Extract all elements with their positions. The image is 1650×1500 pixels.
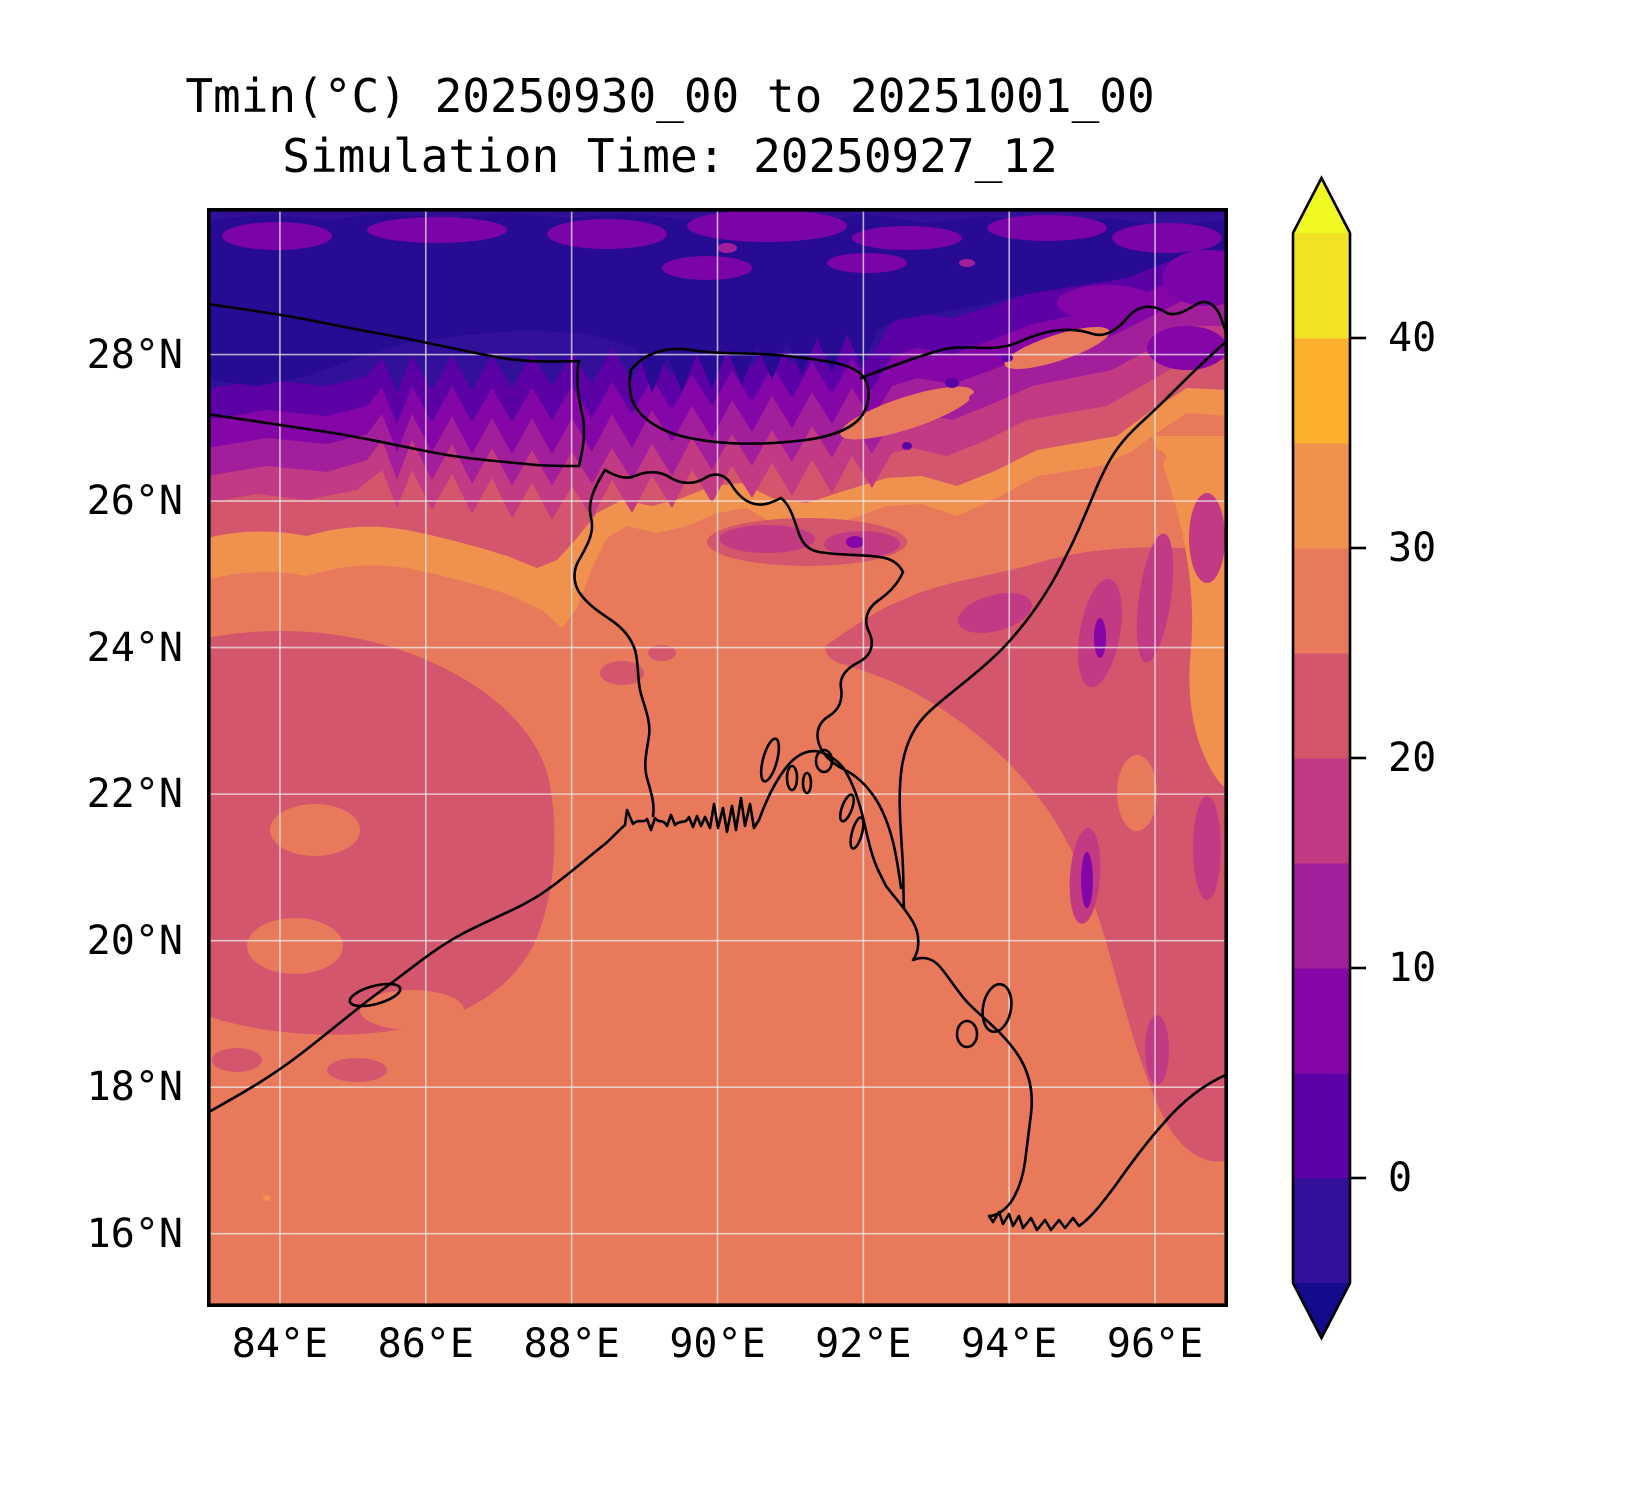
colorbar-segment [1293,338,1350,444]
colorbar-segment [1293,968,1350,1074]
plot-frame [207,208,1228,1307]
colorbar-segment [1293,233,1350,339]
coastlines-and-borders [207,300,1228,1232]
y-tick-label: 24°N [86,624,183,671]
colorbar-over-arrow [1293,178,1350,233]
colorbar-outline [1291,175,1352,1341]
west-interior-region [207,631,676,1201]
bhutan-border [628,347,871,445]
map-plot-area [207,208,1228,1307]
x-tick-label: 90°E [669,1321,766,1367]
colorbar-segment [1293,1178,1350,1284]
x-tick-label: 92°E [815,1321,912,1367]
colorbar-tick-label: 30 [1388,525,1437,571]
himalaya-crest-border [859,300,1228,380]
colorbar-tick-label: 20 [1388,735,1437,781]
sikkim-border [576,359,586,468]
bangladesh-west-border [573,468,655,818]
colorbar-svg [1291,175,1366,1341]
graticule-gridlines [207,208,1228,1307]
y-tick-label: 20°N [86,917,183,964]
colorbar-segment [1293,443,1350,549]
tibet-warm-patches [222,210,1228,370]
eastern-hills-region [825,436,1228,1162]
colorbar-tick-label: 10 [1388,945,1437,991]
colorbar-segment [1293,1073,1350,1179]
y-tick-label: 18°N [86,1064,183,1111]
x-tick-label: 84°E [231,1321,329,1367]
y-tick-label: 26°N [86,478,183,525]
nepal-north-border [207,302,581,363]
nepal-south-border [207,412,581,468]
contour-map [207,208,1228,1307]
x-tick-label: 94°E [961,1321,1058,1367]
islands-and-lakes [348,737,1013,1049]
title-line-2: Simulation Time: 20250927_12 [282,129,1058,183]
colorbar-tick-label: 40 [1388,315,1437,361]
coastline-india-bengal [207,749,1228,1232]
colorbar-tick-label: 0 [1388,1155,1413,1201]
x-tick-label: 96°E [1106,1321,1204,1367]
colorbar-under-arrow [1293,1283,1350,1338]
colorbar-segment [1293,863,1350,969]
y-tick-label: 22°N [86,771,183,818]
temperature-colorbar: 0 10 20 30 40 [1270,160,1570,1400]
bangladesh-north-east-border [603,468,905,890]
x-tick-label: 88°E [523,1321,620,1367]
colorbar-segment [1293,758,1350,864]
colorbar-segment [1293,653,1350,759]
colorbar-segment [1293,548,1350,654]
y-tick-label: 16°N [86,1210,183,1257]
title-line-1: Tmin(°C) 20250930_00 to 20251001_00 [185,69,1155,123]
y-tick-label: 28°N [86,331,183,378]
india-myanmar-border [898,338,1228,910]
figure-title: Tmin(°C) 20250930_00 to 20251001_00 Simul… [0,66,1340,186]
meghalaya-patch [707,518,907,566]
x-tick-label: 86°E [377,1321,474,1367]
valley-details [840,326,1167,477]
